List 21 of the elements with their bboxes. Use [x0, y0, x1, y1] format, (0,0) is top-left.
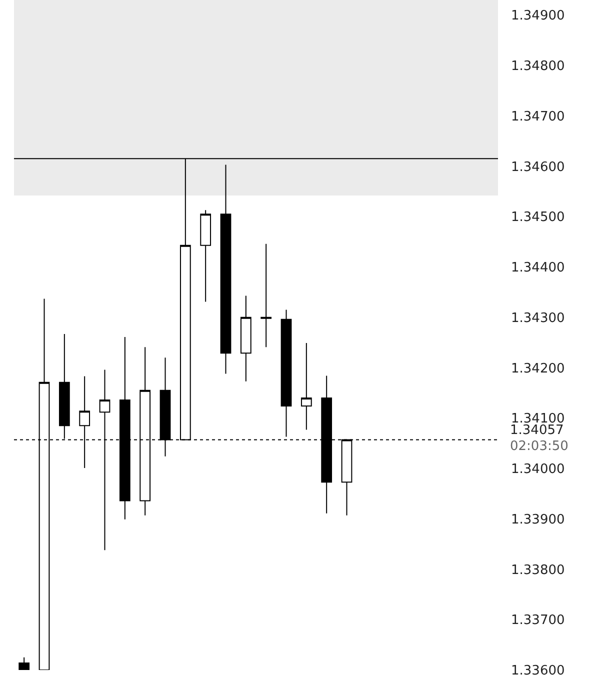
y-tick-label: 1.33800: [511, 562, 565, 578]
y-tick-label: 1.33900: [511, 512, 565, 528]
y-tick-label: 1.34200: [511, 361, 565, 376]
candlestick: [260, 243, 272, 348]
candlestick: [300, 342, 312, 430]
y-tick-label: 1.34500: [511, 210, 565, 226]
y-tick-label: 1.34800: [511, 59, 565, 74]
y-tick-label: 1.34400: [511, 260, 565, 276]
text: 02:03:50: [510, 439, 568, 454]
y-tick-label: 1.34000: [511, 462, 565, 478]
candlestick: [240, 295, 252, 382]
y-tick-label: 1.34300: [511, 310, 565, 326]
candlestick: [280, 309, 292, 438]
y-tick-label: 1.34600: [511, 160, 565, 175]
y-tick-label: 1.34900: [511, 8, 565, 24]
candlestick: [220, 164, 232, 374]
y-tick-label: 1.34700: [511, 109, 565, 124]
candlestick: [18, 656, 30, 670]
y-tick-label: 1.33700: [511, 613, 565, 628]
candlestick: [200, 210, 212, 302]
y-tick-label: 1.33600: [511, 664, 565, 679]
